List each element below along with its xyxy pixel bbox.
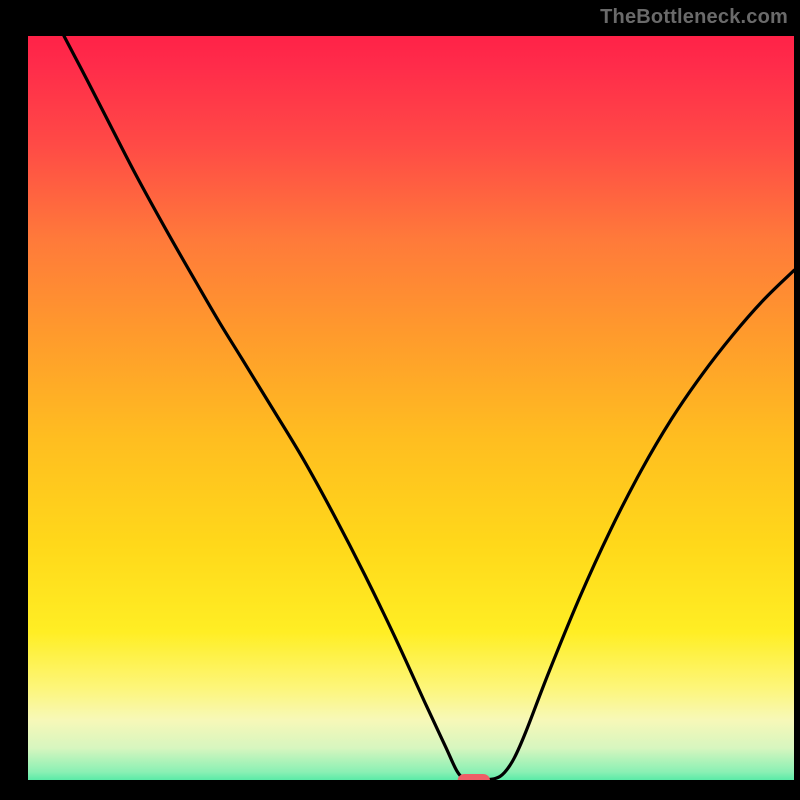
watermark-text: TheBottleneck.com bbox=[600, 6, 788, 29]
minimum-marker-pill bbox=[458, 774, 490, 786]
chart-line-svg bbox=[0, 0, 800, 800]
bottleneck-curve bbox=[64, 36, 794, 780]
